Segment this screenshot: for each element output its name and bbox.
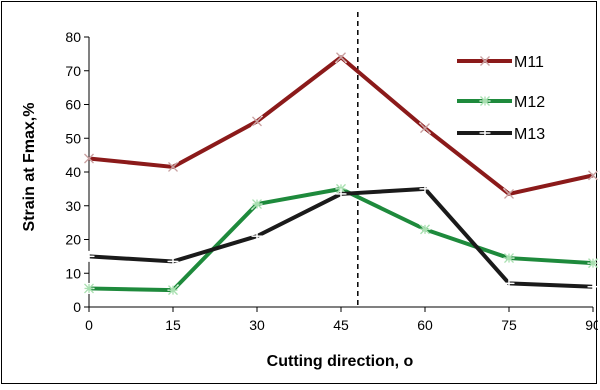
legend-item-m13: M13 xyxy=(457,126,545,143)
x-tick-label: 45 xyxy=(333,317,349,333)
data-point xyxy=(251,198,263,211)
marker-stroke xyxy=(420,123,430,134)
marker-stroke xyxy=(504,188,514,199)
data-point xyxy=(419,122,431,135)
data-point xyxy=(419,223,431,236)
y-tick-label: 30 xyxy=(65,198,81,214)
data-point xyxy=(83,282,95,295)
x-tick-label: 0 xyxy=(85,317,93,333)
marker-stroke xyxy=(84,153,94,164)
marker-stroke xyxy=(480,56,490,66)
y-tick-label: 50 xyxy=(65,130,81,146)
x-tick-label: 60 xyxy=(417,317,433,333)
x-tick-labels: 0 15 30 45 60 75 90 xyxy=(85,317,600,333)
x-axis-label: Cutting direction, o xyxy=(267,353,414,370)
legend-item-m12: M12 xyxy=(457,94,545,111)
series-line xyxy=(88,186,594,293)
data-point xyxy=(167,284,179,297)
series-m11 xyxy=(83,51,599,200)
data-point xyxy=(251,230,263,242)
axes xyxy=(84,12,594,312)
y-tick-label: 40 xyxy=(65,164,81,180)
x-tick-label: 90 xyxy=(585,317,598,333)
data-point xyxy=(587,281,599,293)
legend-label: M13 xyxy=(514,126,545,143)
data-point xyxy=(503,187,515,200)
data-point xyxy=(335,188,347,200)
data-point xyxy=(251,115,263,128)
series-m12 xyxy=(83,182,599,297)
y-tick-label: 10 xyxy=(65,265,81,281)
data-point xyxy=(167,255,179,267)
y-tick-labels: 0 10 20 30 40 50 60 70 80 xyxy=(65,29,81,315)
data-point xyxy=(503,252,515,265)
y-tick-label: 0 xyxy=(73,299,81,315)
series-group xyxy=(83,51,599,297)
data-point xyxy=(419,183,431,195)
marker-stroke xyxy=(588,170,598,181)
marker-stroke xyxy=(168,161,178,172)
y-axis-label: Strain at Fmax,% xyxy=(21,103,38,232)
legend: M11 M12 M13 xyxy=(457,54,545,143)
data-point xyxy=(335,51,347,64)
y-tick-label: 80 xyxy=(65,29,81,45)
data-point xyxy=(167,160,179,173)
marker-stroke xyxy=(336,52,346,63)
x-tick-label: 15 xyxy=(165,317,181,333)
legend-label: M11 xyxy=(514,54,544,71)
series-line xyxy=(88,186,594,289)
data-point xyxy=(587,257,599,270)
legend-item-m11: M11 xyxy=(457,54,544,71)
marker-stroke xyxy=(252,116,262,127)
y-tick-label: 20 xyxy=(65,232,81,248)
x-tick-label: 30 xyxy=(249,317,265,333)
legend-label: M12 xyxy=(514,94,545,111)
data-point xyxy=(83,152,95,165)
x-tick-label: 75 xyxy=(501,317,517,333)
series-m13 xyxy=(83,183,599,293)
y-tick-label: 70 xyxy=(65,63,81,79)
data-point xyxy=(587,169,599,182)
data-point xyxy=(503,277,515,289)
y-tick-label: 60 xyxy=(65,97,81,113)
data-point xyxy=(83,250,95,262)
